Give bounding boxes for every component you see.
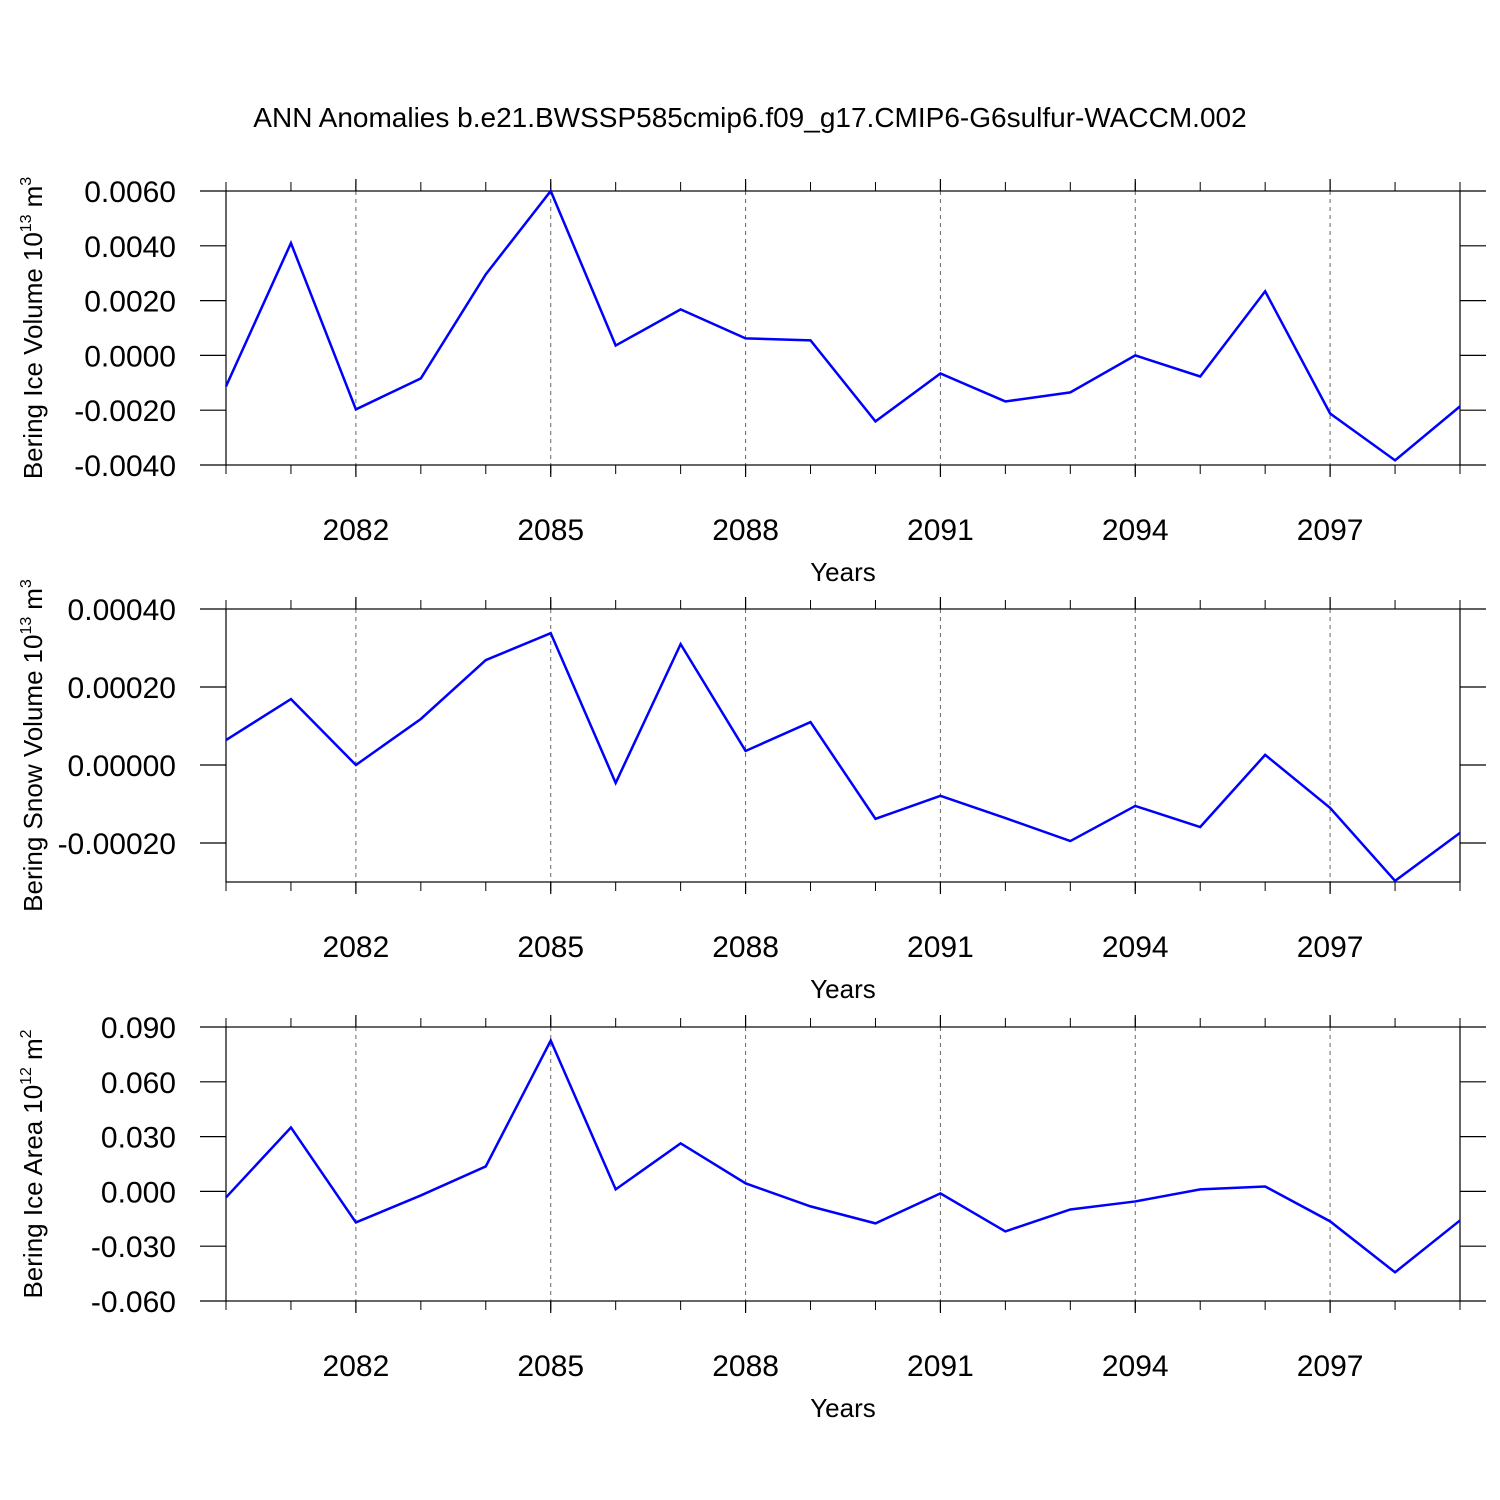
y-axis-label: Bering Ice Area 1012 m2: [18, 1029, 48, 1298]
plot-frame: [225, 190, 1461, 466]
y-tick-label: 0.0000: [84, 340, 176, 373]
y-label-unit-exponent: 2: [18, 1029, 35, 1038]
y-tick-label: 0.0060: [84, 176, 176, 209]
x-tick-label: 2085: [517, 514, 584, 547]
y-tick-label: -0.030: [91, 1231, 176, 1264]
x-tick-label: 2088: [712, 1350, 779, 1383]
x-axis-label: Years: [810, 1393, 876, 1423]
y-label-unit-exponent: 3: [18, 177, 35, 186]
y-label-base: 10: [18, 1085, 48, 1114]
data-line: [225, 1037, 1461, 1274]
x-tick-label: 2091: [907, 514, 974, 547]
y-tick-label: 0.060: [101, 1067, 176, 1100]
y-tick-label: -0.060: [91, 1286, 176, 1319]
x-tick-label: 2082: [323, 1350, 390, 1383]
y-tick-label: 0.0040: [84, 231, 176, 264]
y-tick-label: 0.00040: [68, 594, 176, 627]
y-tick-label: 0.090: [101, 1012, 176, 1045]
y-label-exponent: 13: [18, 214, 35, 232]
y-tick-label: 0.00000: [68, 750, 176, 783]
x-tick-label: 2097: [1297, 931, 1364, 964]
x-tick-label: 2085: [517, 931, 584, 964]
y-tick-label: -0.0040: [74, 450, 176, 483]
x-tick-label: 2094: [1102, 514, 1169, 547]
x-tick-label: 2088: [712, 514, 779, 547]
x-axis-label: Years: [810, 557, 876, 587]
y-tick-label: 0.0020: [84, 286, 176, 319]
y-label-text: Bering Snow Volume: [18, 670, 48, 911]
x-tick-label: 2097: [1297, 1350, 1364, 1383]
y-label-exponent: 13: [18, 617, 35, 635]
y-label-text: Bering Ice Area: [18, 1120, 48, 1298]
y-tick-label: 0.00020: [68, 672, 176, 705]
y-tick-label: 0.000: [101, 1176, 176, 1209]
y-tick-label: 0.030: [101, 1122, 176, 1155]
x-tick-label: 2088: [712, 931, 779, 964]
x-tick-label: 2091: [907, 931, 974, 964]
plot-frame: [225, 608, 1461, 883]
x-tick-label: 2082: [323, 931, 390, 964]
x-tick-label: 2097: [1297, 514, 1364, 547]
data-line: [224, 188, 1461, 462]
x-axis-label: Years: [810, 974, 876, 1004]
y-label-unit: m: [18, 588, 48, 610]
y-tick-label: -0.00020: [58, 828, 176, 861]
x-tick-label: 2091: [907, 1350, 974, 1383]
y-label-base: 10: [18, 635, 48, 664]
data-line: [225, 631, 1461, 883]
y-label-base: 10: [18, 232, 48, 261]
y-label-text: Bering Ice Volume: [18, 268, 48, 479]
chart-title: ANN Anomalies b.e21.BWSSP585cmip6.f09_g1…: [253, 102, 1246, 133]
x-tick-label: 2094: [1102, 1350, 1169, 1383]
y-label-unit: m: [18, 1038, 48, 1060]
y-axis-label: Bering Ice Volume 1013 m3: [18, 177, 48, 479]
x-tick-label: 2085: [517, 1350, 584, 1383]
plot-frame: [225, 1026, 1461, 1302]
x-tick-label: 2082: [323, 514, 390, 547]
y-label-exponent: 12: [18, 1067, 35, 1085]
y-label-unit-exponent: 3: [18, 579, 35, 588]
y-label-unit: m: [18, 186, 48, 208]
y-axis-label: Bering Snow Volume 1013 m3: [18, 579, 48, 912]
y-tick-label: -0.0020: [74, 395, 176, 428]
x-tick-label: 2094: [1102, 931, 1169, 964]
